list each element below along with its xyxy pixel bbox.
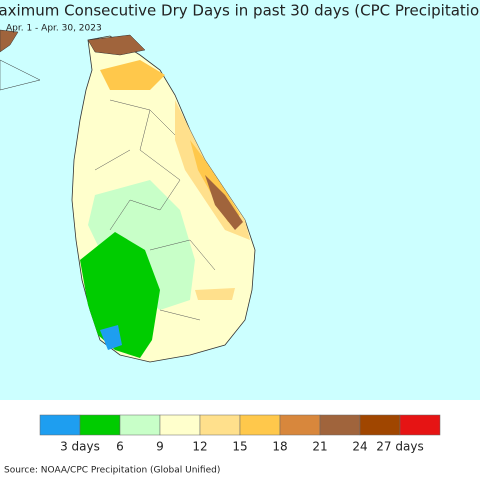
legend-label: 9: [156, 440, 164, 454]
legend-label: 15: [232, 440, 247, 454]
legend-label: 18: [272, 440, 287, 454]
central-zone: [88, 180, 195, 310]
legend-swatch: [239, 414, 281, 436]
legend-swatch: [399, 414, 441, 436]
legend-swatch: [279, 414, 321, 436]
southwest-zone-2: [100, 325, 122, 350]
legend-label: 24: [352, 440, 367, 454]
legend-swatch: [159, 414, 201, 436]
legend-swatch: [39, 414, 81, 436]
source: Source: NOAA/CPC Precipitation (Global U…: [4, 466, 220, 476]
india-outline: [0, 59, 41, 91]
legend-label: 12: [192, 440, 207, 454]
southeast-zone: [195, 288, 235, 300]
legend-label: 6: [116, 440, 124, 454]
subtitle: Apr. 1 - Apr. 30, 2023: [6, 24, 102, 34]
title: Maximum Consecutive Dry Days in past 30 …: [0, 2, 480, 20]
legend-swatch: [199, 414, 241, 436]
north-zone: [87, 34, 146, 56]
legend-label: 21: [312, 440, 327, 454]
legend-swatch: [119, 414, 161, 436]
east-zone-3: [205, 175, 243, 230]
legend-label: 27 days: [376, 440, 423, 454]
legend: 3 days 6 9 12 15 18 21 24 27 days: [39, 414, 441, 454]
india-coast: [0, 29, 19, 53]
southwest-zone: [80, 232, 160, 358]
north-zone-2: [100, 60, 165, 90]
legend-swatch: [359, 414, 401, 436]
legend-swatch: [79, 414, 121, 436]
legend-label: 3 days: [60, 440, 100, 454]
legend-swatch: [319, 414, 361, 436]
district-borders: [94, 99, 216, 321]
